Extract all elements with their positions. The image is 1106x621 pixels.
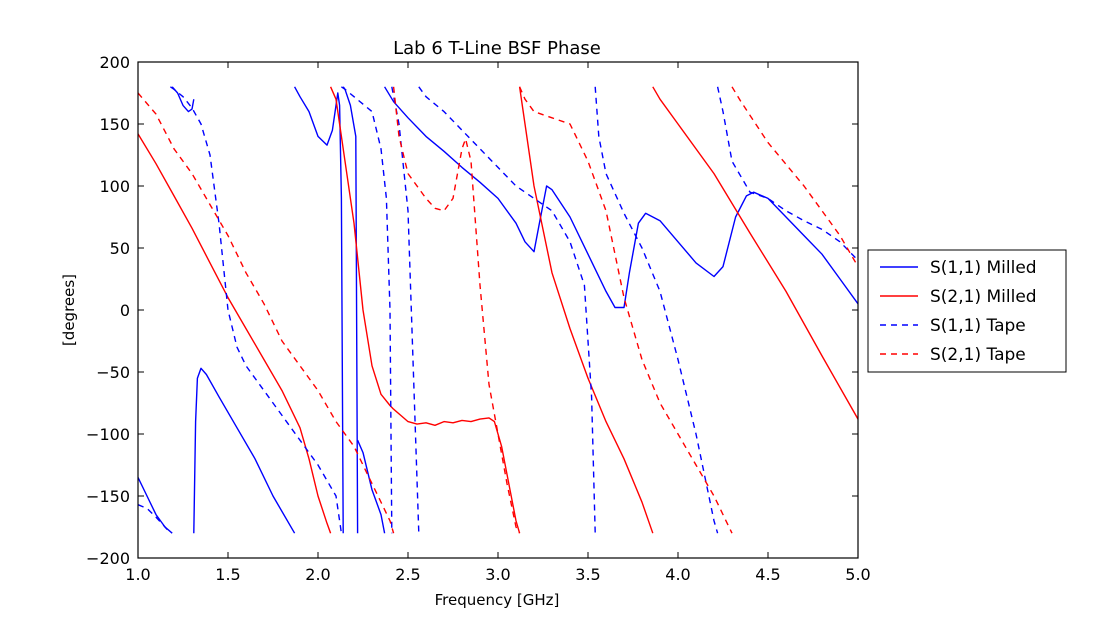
- y-tick-label: 200: [99, 53, 130, 72]
- x-tick-label: 4.5: [755, 565, 780, 584]
- series-line: [594, 86, 719, 534]
- x-tick-label: 3.0: [485, 565, 510, 584]
- series-line: [391, 86, 420, 534]
- x-tick-label: 5.0: [845, 565, 870, 584]
- legend-label: S(2,1) Milled: [930, 287, 1037, 307]
- y-tick-label: 0: [120, 301, 130, 320]
- legend-box: [867, 249, 1067, 373]
- series-s-1-1-tape: [138, 86, 858, 534]
- y-tick-label: 150: [99, 115, 130, 134]
- y-axis-label: [degrees]: [60, 274, 78, 346]
- series-line: [392, 86, 521, 534]
- x-tick-label: 1.5: [215, 565, 240, 584]
- legend-label: S(1,1) Tape: [930, 316, 1026, 336]
- series-line: [393, 408, 521, 534]
- x-tick-label: 4.0: [665, 565, 690, 584]
- y-tick-label: −100: [86, 425, 130, 444]
- legend-label: S(2,1) Tape: [930, 345, 1026, 365]
- series-line: [193, 367, 296, 534]
- x-tick-label: 3.5: [575, 565, 600, 584]
- series-line: [342, 86, 359, 534]
- series-s-1-1-milled: [138, 86, 858, 534]
- series-line: [518, 86, 654, 534]
- plot-area: 1.0 1.5 2.0 2.5 3.0 3.5 4.0 4.5 5.0 200 150 100 50 0…: [86, 53, 871, 584]
- x-axis-label: Frequency [GHz]: [435, 591, 560, 609]
- series-s-2-1-milled: [138, 86, 858, 534]
- series-line: [716, 86, 858, 261]
- series-s-2-1-tape: [138, 86, 858, 534]
- series-line: [731, 86, 858, 267]
- legend-label: S(1,1) Milled: [930, 258, 1037, 278]
- series-line: [341, 86, 393, 534]
- series-line: [356, 439, 386, 534]
- y-axis-ticks: 200 150 100 50 0 −50 −100 −150 −200: [86, 53, 858, 568]
- series-line: [384, 86, 858, 309]
- x-tick-label: 2.5: [395, 565, 420, 584]
- y-tick-label: 100: [99, 177, 130, 196]
- y-tick-label: −150: [86, 487, 130, 506]
- y-tick-label: 50: [110, 239, 130, 258]
- x-tick-label: 2.0: [305, 565, 330, 584]
- chart-title: Lab 6 T-Line BSF Phase: [393, 38, 601, 59]
- y-tick-label: −50: [96, 363, 130, 382]
- y-tick-label: −200: [86, 549, 130, 568]
- series-line: [652, 86, 858, 420]
- series-line: [293, 86, 344, 534]
- series-line: [138, 133, 332, 534]
- legend: S(1,1) Milled S(2,1) Milled S(1,1) Tape S(2…: [867, 249, 1067, 373]
- series-line: [138, 504, 171, 534]
- series-line: [138, 92, 395, 534]
- series-line: [138, 477, 173, 534]
- x-axis-ticks: 1.0 1.5 2.0 2.5 3.0 3.5 4.0 4.5 5.0: [125, 62, 871, 584]
- series-line: [418, 86, 596, 534]
- series-layer: [138, 86, 858, 534]
- plot-frame: [137, 61, 859, 559]
- series-line: [171, 86, 195, 113]
- series-line: [170, 86, 343, 534]
- series-line: [329, 86, 395, 410]
- x-tick-label: 1.0: [125, 565, 150, 584]
